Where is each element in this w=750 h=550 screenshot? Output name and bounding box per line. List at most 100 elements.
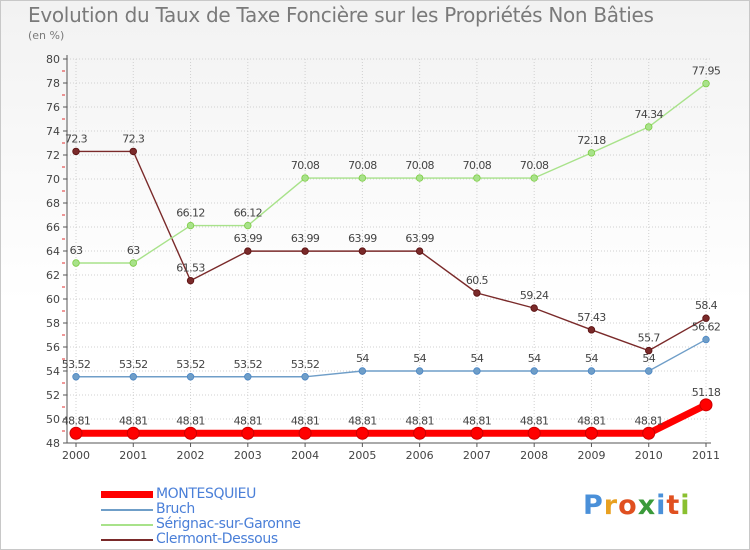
data-label: 63.99 <box>405 232 434 245</box>
data-label: 55.7 <box>638 332 661 345</box>
data-label: 72.18 <box>577 134 606 147</box>
data-point <box>298 426 312 440</box>
data-point <box>301 174 309 182</box>
data-point <box>301 247 309 255</box>
data-point <box>244 247 252 255</box>
y-tick-label: 66 <box>46 221 60 234</box>
data-label: 54 <box>528 352 541 365</box>
proxiti-logo: Proxiti <box>583 490 691 521</box>
data-point <box>702 79 710 88</box>
y-tick-label: 80 <box>46 53 60 66</box>
logo-letter: t <box>666 490 681 521</box>
data-label: 53.52 <box>62 358 91 371</box>
data-point <box>530 367 538 375</box>
data-point <box>244 373 252 381</box>
data-labels-layer: 48.81 48.81 48.81 48.81 48.81 48.81 48.81 48.81… <box>62 65 722 428</box>
x-tick-label: 2002 <box>177 449 205 462</box>
data-point <box>72 373 80 381</box>
data-point <box>186 221 195 230</box>
data-label: 63.99 <box>291 232 320 245</box>
data-point <box>702 335 710 344</box>
y-tick-label: 60 <box>46 293 60 306</box>
data-point <box>241 426 255 440</box>
legend: MONTESQUIEU Bruch Sérignac-sur-Garonne Cler… <box>101 487 301 547</box>
x-tick-label: 2000 <box>62 449 90 462</box>
data-point <box>530 174 538 182</box>
y-tick-label: 50 <box>46 413 60 426</box>
logo-letter: i <box>680 490 691 521</box>
data-label: 48.81 <box>176 414 205 427</box>
chart-title: Evolution du Taux de Taxe Foncière sur l… <box>28 3 654 27</box>
data-label: 77.95 <box>692 65 721 78</box>
series-line-montesquieu <box>72 401 710 437</box>
data-label: 54 <box>471 352 484 365</box>
data-point <box>126 426 140 440</box>
data-point <box>587 326 596 334</box>
data-label: 63 <box>70 244 83 257</box>
legend-item: Sérignac-sur-Garonne <box>101 517 301 532</box>
data-label: 63.99 <box>234 232 263 245</box>
legend-label: Bruch <box>156 501 195 517</box>
data-point <box>415 367 424 375</box>
y-tick-label: 56 <box>46 341 60 354</box>
data-label: 66.12 <box>176 207 205 220</box>
y-tick-label: 64 <box>46 245 60 258</box>
data-point <box>358 247 367 255</box>
data-label: 70.08 <box>405 159 434 172</box>
data-point <box>358 367 367 375</box>
data-point <box>587 367 596 375</box>
series-lines-layer <box>69 79 713 440</box>
y-tick-label: 68 <box>46 197 60 210</box>
logo-letter: x <box>637 490 657 521</box>
data-label: 57.43 <box>577 311 606 324</box>
data-label: 58.4 <box>695 299 718 312</box>
data-label: 60.5 <box>466 274 489 287</box>
legend-item: Bruch <box>101 502 301 517</box>
data-label: 59.24 <box>520 289 549 302</box>
logo-letter: o <box>618 490 638 521</box>
data-label: 53.52 <box>234 358 263 371</box>
data-point <box>301 373 309 381</box>
x-tick-label: 2009 <box>577 449 605 462</box>
data-point <box>186 276 195 285</box>
data-label: 48.81 <box>634 414 663 427</box>
data-point <box>244 221 252 230</box>
logo-letter: i <box>656 490 667 521</box>
data-label: 56.62 <box>692 321 721 334</box>
x-tick-label: 2006 <box>406 449 434 462</box>
x-tick-label: 2004 <box>291 449 319 462</box>
data-point <box>645 123 653 131</box>
series-line-clermont-dessous <box>75 150 707 352</box>
data-label: 70.08 <box>291 159 320 172</box>
data-point <box>186 373 195 381</box>
data-label: 48.81 <box>405 414 434 427</box>
data-point <box>69 426 83 440</box>
data-label: 74.34 <box>634 108 663 121</box>
data-label: 48.81 <box>291 414 320 427</box>
data-point <box>587 149 596 157</box>
legend-swatch <box>101 523 153 526</box>
data-point <box>355 426 369 440</box>
y-tick-label: 62 <box>46 269 60 282</box>
data-point <box>129 147 137 156</box>
data-label: 70.08 <box>348 159 377 172</box>
data-label: 70.08 <box>463 159 492 172</box>
data-label: 48.81 <box>463 414 492 427</box>
y-tick-label: 58 <box>46 317 60 330</box>
axes-layer: 48 50 52 54 56 58 60 62 64 66 68 70 72 74 76 78 80 2000 20… <box>46 53 720 462</box>
data-label: 48.81 <box>577 414 606 427</box>
chart-subtitle: (en %) <box>28 29 65 42</box>
data-label: 48.81 <box>348 414 377 427</box>
data-point <box>184 426 198 440</box>
logo-letter: P <box>583 490 604 521</box>
data-point <box>415 174 424 182</box>
x-tick-label: 2005 <box>348 449 376 462</box>
data-label: 63.99 <box>348 232 377 245</box>
data-label: 54 <box>585 352 598 365</box>
data-point <box>72 259 80 267</box>
data-label: 48.81 <box>234 414 263 427</box>
legend-swatch <box>101 508 153 511</box>
data-point <box>645 367 653 375</box>
x-tick-label: 2008 <box>520 449 548 462</box>
